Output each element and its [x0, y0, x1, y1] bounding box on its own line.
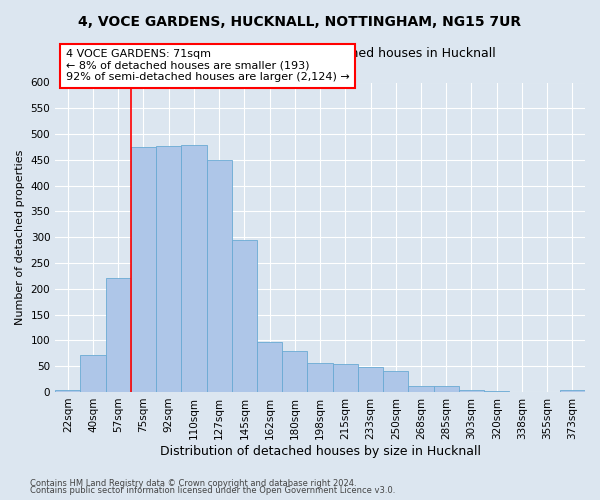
- Y-axis label: Number of detached properties: Number of detached properties: [15, 150, 25, 325]
- Text: Contains HM Land Registry data © Crown copyright and database right 2024.: Contains HM Land Registry data © Crown c…: [30, 478, 356, 488]
- X-axis label: Distribution of detached houses by size in Hucknall: Distribution of detached houses by size …: [160, 444, 481, 458]
- Bar: [106, 278, 131, 392]
- Bar: [156, 146, 181, 392]
- Bar: [434, 386, 459, 392]
- Bar: [232, 240, 257, 392]
- Bar: [332, 364, 358, 392]
- Bar: [459, 390, 484, 392]
- Bar: [409, 386, 434, 392]
- Title: Size of property relative to detached houses in Hucknall: Size of property relative to detached ho…: [144, 48, 496, 60]
- Bar: [257, 342, 282, 392]
- Text: 4 VOCE GARDENS: 71sqm
← 8% of detached houses are smaller (193)
92% of semi-deta: 4 VOCE GARDENS: 71sqm ← 8% of detached h…: [66, 50, 350, 82]
- Text: 4, VOCE GARDENS, HUCKNALL, NOTTINGHAM, NG15 7UR: 4, VOCE GARDENS, HUCKNALL, NOTTINGHAM, N…: [79, 15, 521, 29]
- Bar: [282, 350, 307, 392]
- Bar: [131, 147, 156, 392]
- Bar: [383, 371, 409, 392]
- Bar: [307, 363, 332, 392]
- Bar: [80, 355, 106, 392]
- Bar: [358, 367, 383, 392]
- Bar: [181, 145, 206, 392]
- Bar: [55, 390, 80, 392]
- Bar: [206, 160, 232, 392]
- Bar: [560, 390, 585, 392]
- Text: Contains public sector information licensed under the Open Government Licence v3: Contains public sector information licen…: [30, 486, 395, 495]
